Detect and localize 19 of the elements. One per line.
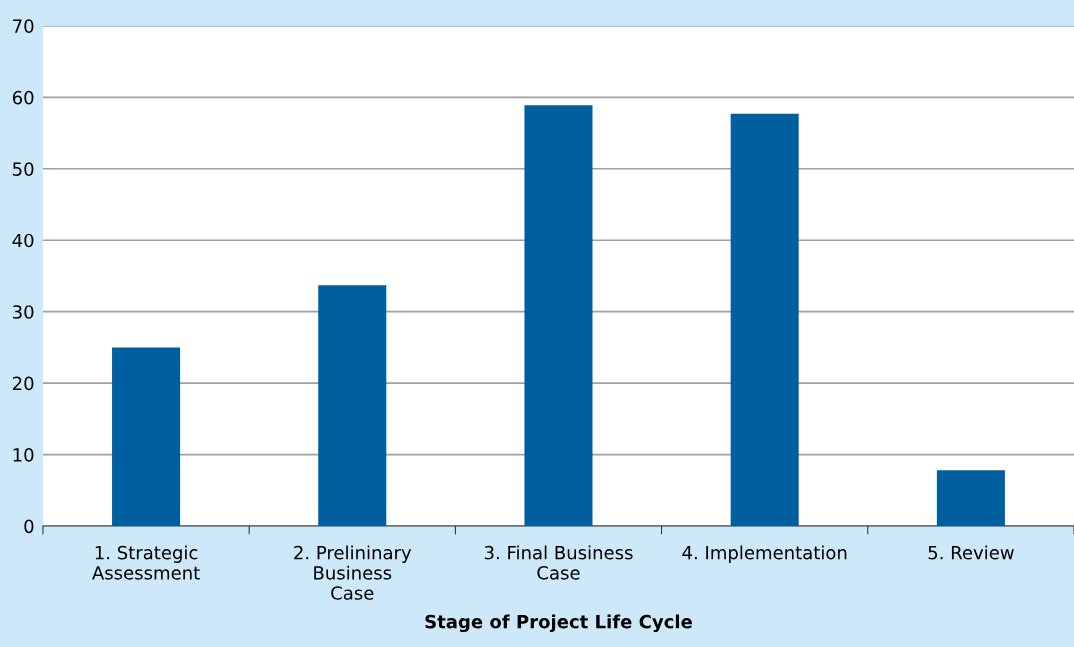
bar [936, 470, 1005, 527]
bar [730, 113, 799, 527]
y-tick-label: 30 [13, 305, 34, 319]
bar [112, 347, 181, 527]
x-tick-label: 3. Final Business Case [484, 545, 633, 580]
bar [318, 285, 387, 527]
y-tick-label: 50 [13, 162, 34, 176]
x-tick-label: 5. Review [928, 545, 1014, 560]
y-tick-label: 60 [12, 90, 34, 105]
x-tick-label: 2. Prelininary Business Case [294, 545, 412, 600]
y-tick-label: 0 [24, 519, 34, 534]
bar [524, 105, 593, 527]
x-axis-title: Stage of Project Life Cycle [425, 614, 692, 633]
x-tick-label: 4. Implementation [682, 545, 847, 563]
x-tick-label: 1. Strategic Assessment [92, 545, 200, 580]
y-tick-label: 10 [13, 448, 34, 462]
y-tick-label: 20 [12, 376, 34, 391]
y-tick-label: 70 [13, 19, 34, 33]
y-tick-label: 40 [12, 233, 34, 248]
